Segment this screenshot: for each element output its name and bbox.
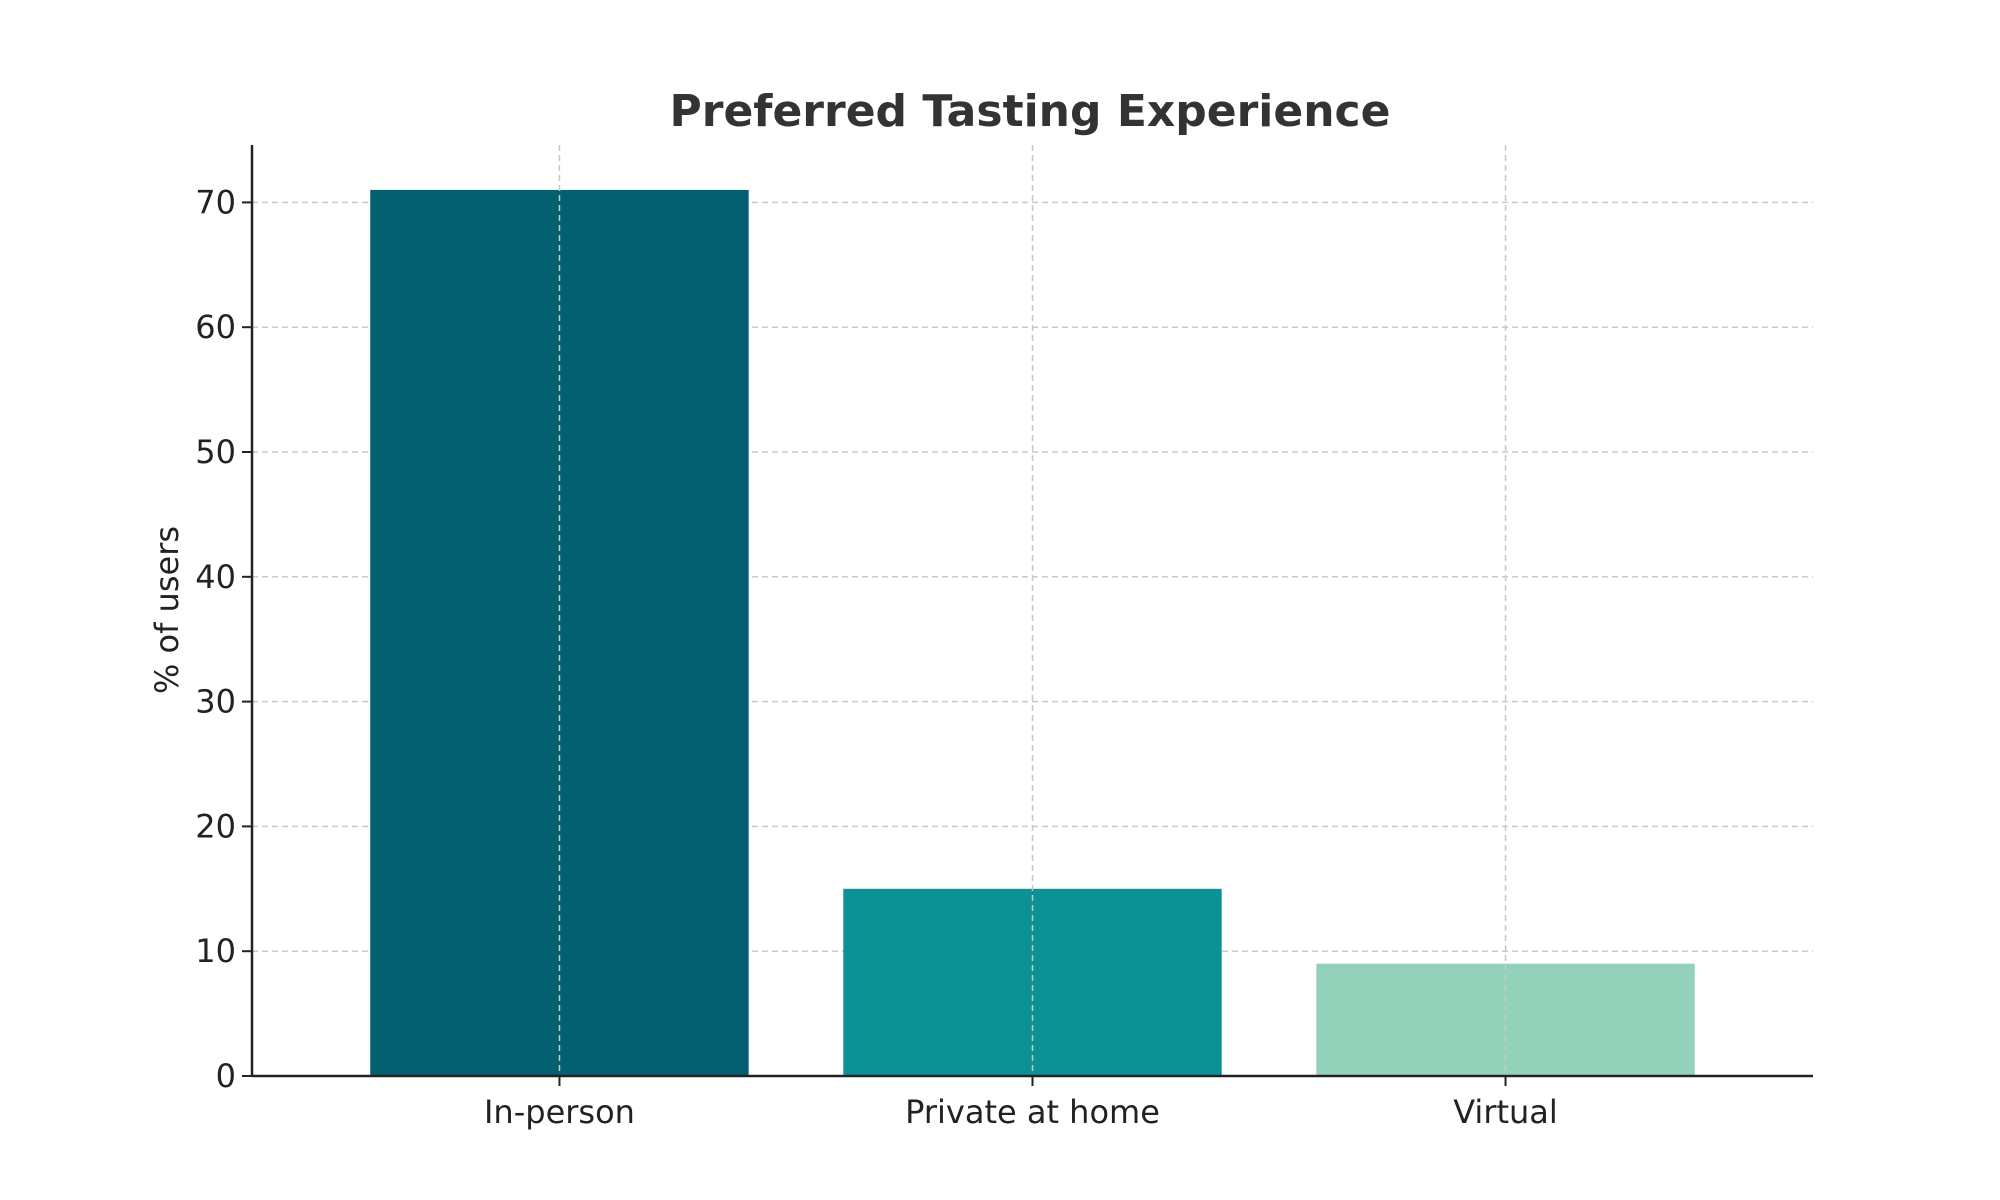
x-ticks: In-person Private at home Virtual — [484, 1076, 1558, 1131]
y-tick-label: 10 — [195, 932, 236, 970]
vertical-gridlines — [558, 145, 1507, 1076]
x-tick-label: In-person — [484, 1093, 635, 1131]
y-tick-label: 60 — [195, 308, 236, 346]
x-tick-label: Private at home — [905, 1093, 1160, 1131]
y-tick-label: 40 — [195, 558, 236, 596]
y-axis-label: % of users — [148, 526, 186, 694]
y-tick-label: 70 — [195, 183, 236, 221]
bar-in-person — [370, 189, 749, 1076]
y-ticks: 0 10 20 30 40 50 60 70 — [195, 183, 252, 1095]
y-tick-label: 0 — [216, 1057, 236, 1095]
chart-title: Preferred Tasting Experience — [670, 86, 1391, 137]
y-tick-label: 20 — [195, 807, 236, 845]
y-tick-label: 50 — [195, 433, 236, 471]
x-tick-label: Virtual — [1453, 1093, 1558, 1131]
y-tick-label: 30 — [195, 683, 236, 721]
